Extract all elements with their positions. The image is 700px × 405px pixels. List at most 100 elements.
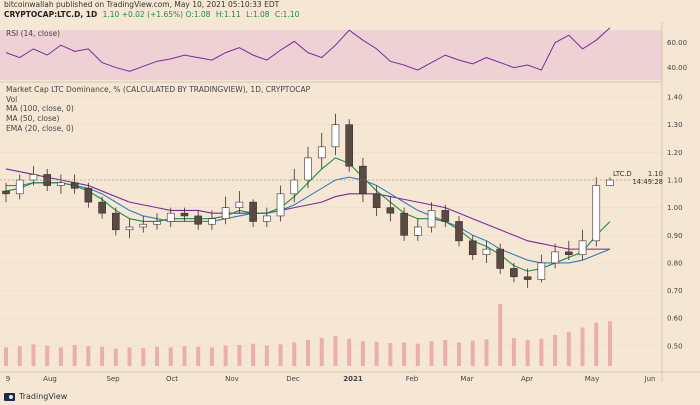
candle-body (43, 174, 51, 186)
volume-bar (580, 327, 585, 366)
volume-bar (141, 348, 146, 366)
candle-body (84, 187, 93, 203)
chart-header: bitcoinwallah published on TradingView.c… (4, 0, 694, 22)
last-value: 1.10 (102, 10, 120, 19)
last-label-price: 1.10 (647, 170, 663, 178)
volume-bar (4, 347, 8, 366)
volume-bar (86, 346, 91, 366)
x-tick-label: 2021 (343, 375, 363, 383)
candle-body (2, 190, 10, 195)
price-pane: 1.40 1.30 1.20 1.10 1.00 0.90 0.80 0.70 0.60 0.50… (0, 94, 683, 383)
legend-item-vol[interactable]: Vol (6, 94, 18, 104)
footer: TradingView (4, 390, 67, 403)
x-tick-label: Nov (225, 375, 239, 383)
legend-item-ma50[interactable]: MA (50, close) (6, 114, 60, 124)
rsi-tick-label: 40.00 (667, 64, 687, 72)
volume-bar (209, 347, 214, 366)
tradingview-logo-icon (4, 392, 15, 401)
volume-bar (58, 347, 63, 366)
candle-body (523, 276, 532, 280)
x-tick-label: Aug (43, 375, 57, 383)
candle-body (70, 182, 79, 189)
rsi-tick-label: 60.00 (667, 39, 687, 47)
x-tick-label: 9 (6, 375, 10, 383)
volume-bar (223, 345, 228, 366)
volume-bar (347, 338, 352, 366)
last-label-countdown: 14:49:28 (632, 178, 663, 186)
candle-body (510, 268, 518, 278)
candle-body (482, 248, 491, 255)
volume-bar (306, 339, 310, 366)
price-tick-label: 0.70 (667, 287, 683, 295)
price-tick-label: 0.80 (667, 259, 683, 267)
symbol-name[interactable]: CRYPTOCAP:LTC.D, 1D (4, 10, 98, 19)
candle-body (98, 201, 106, 214)
last-label-symbol: LTC.D (613, 170, 632, 178)
volume-bar (608, 321, 612, 366)
candle-body (276, 193, 285, 217)
candle-body (208, 218, 216, 225)
candle-body (537, 262, 546, 280)
volume-bar (17, 346, 22, 366)
price-tick-label: 0.60 (667, 315, 683, 323)
price-gridlines (0, 96, 662, 347)
symbol-info: CRYPTOCAP:LTC.D, 1D 1.10 +0.02 (+1.65%) … (4, 10, 694, 20)
candle-body (125, 226, 134, 231)
candle-body (235, 201, 244, 208)
candle-body (441, 210, 450, 222)
legend-item-ma100[interactable]: MA (100, close, 0) (6, 104, 74, 114)
candle-body (153, 221, 161, 225)
price-tick-label: 1.20 (667, 149, 683, 157)
candle-body (139, 223, 148, 228)
legend-title: Market Cap LTC Dominance, % (CALCULATED … (6, 85, 311, 94)
candle-body (317, 146, 326, 159)
volume-bar (251, 343, 256, 366)
price-tick-label: 1.00 (667, 204, 683, 212)
candle-body (359, 165, 367, 195)
ohlc-low: L:1.08 (246, 10, 270, 19)
candle-body (166, 212, 175, 222)
candle-body (455, 221, 463, 242)
volume-bar (360, 341, 365, 366)
volume-bar (319, 338, 324, 366)
volume-bar (429, 341, 434, 366)
time-x-axis: 9 Aug Sep Oct Nov Dec 2021 Feb Mar Apr May Jun (6, 375, 656, 383)
candle-body (565, 251, 573, 255)
legend-item-ema20[interactable]: EMA (20, close, 0) (6, 123, 74, 133)
volume-bar (127, 347, 132, 366)
volume-bar (237, 344, 242, 366)
candle-body (15, 179, 24, 195)
price-tick-label: 0.90 (667, 232, 683, 240)
volume-bar (402, 342, 407, 366)
rsi-line (5, 27, 611, 72)
indicator-legend: Market Cap LTC Dominance, % (CALCULATED … (6, 85, 310, 134)
candle-body (194, 215, 202, 225)
x-tick-label: Jun (644, 375, 656, 383)
volume-bar (484, 339, 489, 366)
candle-body (29, 174, 38, 181)
candle-body (290, 179, 299, 195)
volume-bar (415, 343, 420, 366)
candle-body (57, 182, 65, 186)
volume-bar (196, 346, 201, 366)
volume-bar (72, 344, 77, 366)
rsi-pane: 60.00 40.00 (0, 27, 687, 80)
publish-info: bitcoinwallah published on TradingView.c… (4, 0, 280, 9)
candle-body (592, 185, 601, 242)
candle-body (414, 226, 422, 236)
volume-bar (470, 340, 475, 366)
volume-bar (388, 343, 393, 366)
ohlc-open: O:1.08 (185, 10, 211, 19)
volume-bar (113, 348, 118, 366)
rsi-title[interactable]: RSI (14, close) (6, 29, 61, 38)
change-value: +0.02 (+1.65%) (121, 10, 184, 19)
volume-bars (4, 304, 612, 366)
footer-brand[interactable]: TradingView (19, 392, 68, 401)
candle-body (249, 201, 257, 222)
volume-bar (264, 345, 269, 366)
x-tick-label: Sep (106, 375, 120, 383)
volume-bar (278, 344, 283, 366)
x-tick-label: Feb (406, 375, 419, 383)
volume-bar (45, 345, 50, 366)
ma100-line (5, 168, 610, 250)
